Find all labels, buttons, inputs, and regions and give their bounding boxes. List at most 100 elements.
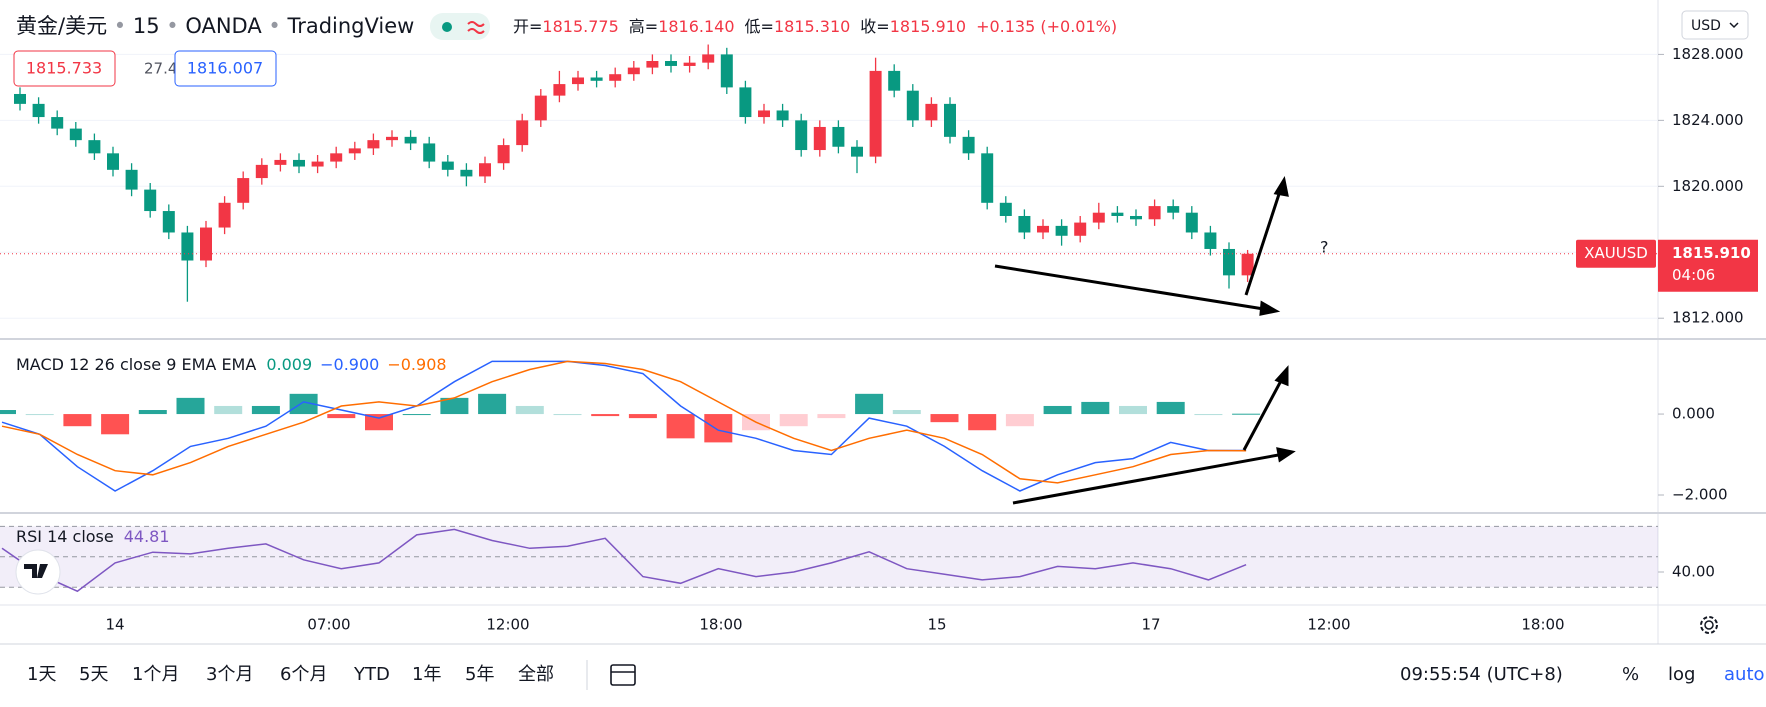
candle-body bbox=[665, 61, 677, 66]
histogram-bar bbox=[628, 414, 657, 419]
range-button[interactable]: 全部 bbox=[518, 664, 554, 685]
rsi-legend: RSI 14 close 44.81 bbox=[16, 527, 170, 546]
candle-body bbox=[553, 84, 566, 96]
candle-body bbox=[776, 110, 789, 121]
candle-body bbox=[702, 54, 715, 63]
candle-body bbox=[14, 93, 26, 104]
buy-button[interactable] bbox=[174, 50, 277, 87]
range-button[interactable]: 6个月 bbox=[280, 664, 327, 685]
histogram-bar bbox=[930, 414, 959, 423]
candle-body bbox=[200, 227, 212, 261]
legend-value: 44.81 bbox=[124, 527, 170, 546]
x-tick-label: 12:00 bbox=[486, 616, 529, 634]
market-status[interactable] bbox=[430, 13, 490, 40]
candle-body bbox=[386, 136, 398, 141]
histogram-bar bbox=[440, 397, 469, 415]
candle-body bbox=[348, 148, 361, 154]
candle-body bbox=[1018, 215, 1031, 233]
separator: • bbox=[107, 14, 133, 38]
range-button[interactable]: 1年 bbox=[412, 664, 441, 685]
candle-body bbox=[906, 90, 919, 121]
histogram-bar bbox=[327, 414, 356, 419]
trend-line bbox=[994, 264, 1271, 312]
layout bbox=[0, 0, 1766, 645]
buy-price: 1816.007 bbox=[187, 59, 263, 78]
countdown: 04:06 bbox=[1672, 266, 1715, 284]
plot bbox=[0, 44, 1658, 593]
candle-body bbox=[404, 136, 417, 144]
tv-logo-mark bbox=[24, 564, 48, 578]
last-price-label: 1815.910 bbox=[1672, 244, 1751, 262]
range-button[interactable]: 5天 bbox=[79, 664, 108, 685]
settings-icon[interactable] bbox=[1700, 616, 1718, 634]
legend-value: 0.009 bbox=[266, 355, 312, 374]
histogram-bar bbox=[402, 414, 431, 416]
range-button[interactable]: 3个月 bbox=[206, 664, 253, 685]
y-tick-label: 40.00 bbox=[1672, 563, 1715, 581]
candle-body bbox=[720, 54, 733, 88]
candle-body bbox=[181, 232, 194, 261]
date-range-icon[interactable] bbox=[610, 664, 636, 686]
y-tick-label: 1824.000 bbox=[1672, 111, 1744, 129]
x-tick-label: 12:00 bbox=[1307, 616, 1350, 634]
candle-body bbox=[869, 70, 882, 157]
range-button[interactable]: YTD bbox=[353, 664, 390, 685]
candle-body bbox=[144, 189, 157, 212]
candle-body bbox=[1111, 212, 1124, 216]
candle-body bbox=[237, 178, 250, 203]
histogram-bar bbox=[176, 397, 205, 415]
histogram-bar bbox=[214, 405, 243, 415]
macd-legend: MACD 12 26 close 9 EMA EMA 0.009 −0.900 −0.… bbox=[16, 355, 447, 374]
interval: 15 bbox=[133, 14, 160, 38]
histogram-bar bbox=[63, 414, 92, 427]
histogram-bar bbox=[1156, 401, 1185, 415]
candle-body bbox=[739, 87, 752, 118]
candle-body bbox=[255, 164, 268, 179]
scale-option[interactable]: % bbox=[1622, 664, 1639, 685]
currency: USD bbox=[1691, 18, 1721, 34]
platform: TradingView bbox=[286, 14, 414, 38]
candle-body bbox=[293, 159, 305, 167]
clock[interactable]: 09:55:54 (UTC+8) bbox=[1400, 664, 1563, 685]
histogram-bar bbox=[101, 414, 130, 435]
histogram-bar bbox=[666, 414, 695, 439]
candle-body bbox=[925, 103, 938, 121]
candle-body bbox=[125, 169, 138, 190]
histogram-bar bbox=[779, 414, 808, 427]
x-tick-label: 18:00 bbox=[1521, 616, 1564, 634]
histogram-bar bbox=[365, 414, 393, 431]
range-button[interactable]: 1个月 bbox=[132, 664, 179, 685]
candle-body bbox=[1148, 206, 1161, 220]
histogram-bar bbox=[251, 405, 280, 415]
candle-body bbox=[441, 161, 454, 170]
candle-body bbox=[423, 143, 436, 162]
histogram-bar bbox=[1043, 405, 1072, 415]
candle-body bbox=[1130, 215, 1142, 220]
ohlc-value: 1815.310 bbox=[774, 17, 850, 36]
candle-body bbox=[51, 117, 64, 129]
scale-option[interactable]: auto bbox=[1724, 664, 1765, 685]
y-tick-label: 0.000 bbox=[1672, 405, 1715, 423]
sell-button[interactable] bbox=[13, 50, 116, 87]
range-button[interactable]: 1天 bbox=[27, 664, 56, 685]
ohlc: 开=1815.775 高=1816.140 低=1815.310 收=1815.910… bbox=[513, 17, 1117, 36]
arrow-head bbox=[1274, 365, 1289, 387]
symbol-name: 黄金/美元 bbox=[16, 14, 107, 38]
histogram-bar bbox=[478, 393, 507, 415]
candle-body bbox=[1167, 206, 1180, 213]
histogram-bar bbox=[704, 414, 733, 443]
histogram-bar bbox=[25, 414, 54, 416]
x-tick-label: 15 bbox=[927, 616, 946, 634]
histogram-bar bbox=[1005, 414, 1034, 427]
histogram-bar bbox=[968, 414, 997, 431]
range-button[interactable]: 5年 bbox=[465, 664, 494, 685]
currency-button[interactable] bbox=[1681, 10, 1749, 40]
histogram-bar bbox=[138, 410, 167, 415]
histogram-bar bbox=[1194, 414, 1223, 416]
ohlc-change: +0.135 (+0.01%) bbox=[976, 17, 1117, 36]
scale-option[interactable]: log bbox=[1668, 664, 1695, 685]
candle-body bbox=[609, 74, 622, 81]
tv-logo[interactable] bbox=[15, 549, 61, 595]
macd-line bbox=[1, 360, 1247, 492]
